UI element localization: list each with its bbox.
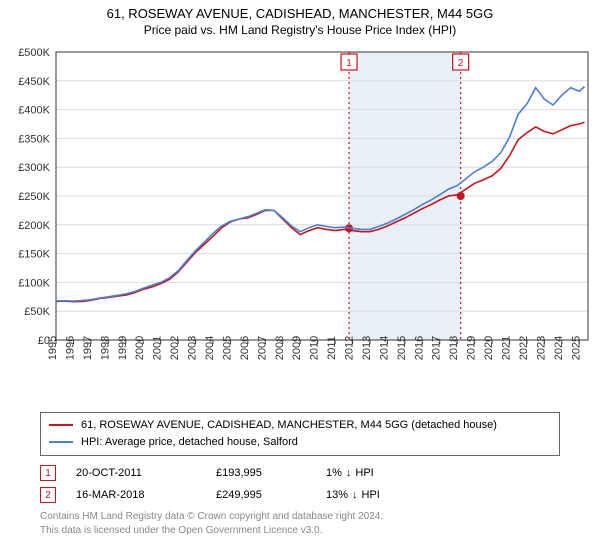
svg-text:1999: 1999 <box>117 336 129 360</box>
svg-text:2000: 2000 <box>134 336 146 360</box>
transaction-delta: 1% ↓ HPI <box>326 467 396 479</box>
footer-line: This data is licensed under the Open Gov… <box>40 524 560 538</box>
line-chart: £0£50K£100K£150K£200K£250K£300K£350K£400… <box>8 44 592 404</box>
legend-swatch <box>49 441 73 443</box>
transactions-table: 1 20-OCT-2011 £193,995 1% ↓ HPI 2 16-MAR… <box>40 462 560 506</box>
svg-text:2005: 2005 <box>221 336 233 360</box>
svg-text:2010: 2010 <box>309 336 321 360</box>
svg-text:2023: 2023 <box>535 336 547 360</box>
transaction-price: £193,995 <box>216 467 326 479</box>
svg-text:£250K: £250K <box>18 191 50 203</box>
svg-text:2001: 2001 <box>152 336 164 360</box>
chart-area: £0£50K£100K£150K£200K£250K£300K£350K£400… <box>8 44 592 404</box>
footer-line: Contains HM Land Registry data © Crown c… <box>40 510 560 524</box>
svg-text:£100K: £100K <box>18 277 50 289</box>
svg-text:2007: 2007 <box>256 336 268 360</box>
transaction-row: 1 20-OCT-2011 £193,995 1% ↓ HPI <box>40 462 560 484</box>
legend-swatch <box>49 424 73 426</box>
svg-text:2019: 2019 <box>466 336 478 360</box>
svg-text:1996: 1996 <box>64 336 76 360</box>
svg-text:£400K: £400K <box>18 105 50 117</box>
svg-text:1: 1 <box>346 58 352 69</box>
svg-text:2017: 2017 <box>431 336 443 360</box>
svg-text:2024: 2024 <box>553 336 565 360</box>
transaction-date: 16-MAR-2018 <box>76 489 216 501</box>
svg-text:£450K: £450K <box>18 76 50 88</box>
svg-text:2012: 2012 <box>344 336 356 360</box>
svg-text:2009: 2009 <box>291 336 303 360</box>
transaction-date: 20-OCT-2011 <box>76 467 216 479</box>
svg-text:2022: 2022 <box>518 336 530 360</box>
footer-attribution: Contains HM Land Registry data © Crown c… <box>40 510 560 537</box>
svg-text:2: 2 <box>458 58 464 69</box>
svg-text:2018: 2018 <box>448 336 460 360</box>
transaction-price: £249,995 <box>216 489 326 501</box>
svg-text:1997: 1997 <box>82 336 94 360</box>
transaction-row: 2 16-MAR-2018 £249,995 13% ↓ HPI <box>40 484 560 506</box>
svg-text:£150K: £150K <box>18 249 50 261</box>
svg-text:2013: 2013 <box>361 336 373 360</box>
svg-text:2014: 2014 <box>378 336 390 360</box>
svg-text:2016: 2016 <box>413 336 425 360</box>
svg-text:2002: 2002 <box>169 336 181 360</box>
svg-text:£50K: £50K <box>24 306 50 318</box>
svg-text:1998: 1998 <box>99 336 111 360</box>
transaction-index: 2 <box>45 490 51 501</box>
svg-text:£300K: £300K <box>18 162 50 174</box>
svg-text:2021: 2021 <box>501 336 513 360</box>
transaction-index: 1 <box>45 468 51 479</box>
arrow-down-icon: ↓ <box>346 467 352 479</box>
legend-item-hpi: HPI: Average price, detached house, Salf… <box>49 434 551 451</box>
svg-text:£500K: £500K <box>18 47 50 59</box>
svg-text:£200K: £200K <box>18 220 50 232</box>
arrow-down-icon: ↓ <box>352 489 358 501</box>
transaction-badge: 1 <box>40 465 56 481</box>
svg-text:2006: 2006 <box>239 336 251 360</box>
svg-text:2015: 2015 <box>396 336 408 360</box>
chart-title-address: 61, ROSEWAY AVENUE, CADISHEAD, MANCHESTE… <box>0 6 600 21</box>
legend-label: HPI: Average price, detached house, Salf… <box>81 434 298 451</box>
transaction-badge: 2 <box>40 487 56 503</box>
svg-text:2020: 2020 <box>483 336 495 360</box>
svg-text:2003: 2003 <box>187 336 199 360</box>
legend: 61, ROSEWAY AVENUE, CADISHEAD, MANCHESTE… <box>40 412 560 456</box>
svg-text:£350K: £350K <box>18 133 50 145</box>
svg-text:2008: 2008 <box>274 336 286 360</box>
svg-text:1995: 1995 <box>47 336 59 360</box>
chart-title-subtitle: Price paid vs. HM Land Registry's House … <box>0 23 600 37</box>
transaction-delta: 13% ↓ HPI <box>326 489 396 501</box>
legend-item-price-paid: 61, ROSEWAY AVENUE, CADISHEAD, MANCHESTE… <box>49 417 551 434</box>
legend-label: 61, ROSEWAY AVENUE, CADISHEAD, MANCHESTE… <box>81 417 497 434</box>
svg-text:2025: 2025 <box>570 336 582 360</box>
svg-text:2004: 2004 <box>204 336 216 360</box>
